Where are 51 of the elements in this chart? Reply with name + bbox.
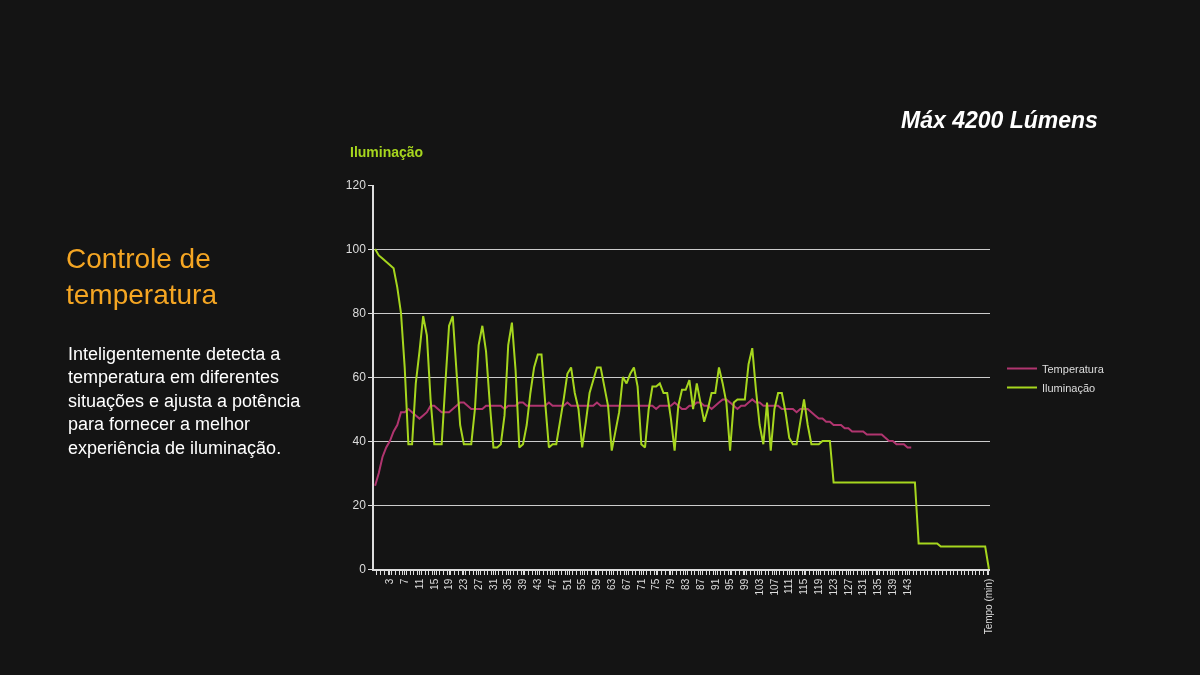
y-tick-label: 20 (352, 498, 367, 513)
x-tick-label: 39 (517, 578, 529, 590)
x-tick-label: 87 (694, 578, 706, 590)
x-tick-label: 3 (384, 578, 396, 585)
x-tick-label: 67 (620, 578, 632, 590)
x-tick-label: 35 (502, 578, 514, 590)
x-tick-label: 51 (561, 578, 573, 590)
x-tick-label: 83 (679, 578, 691, 590)
x-tick-label: 139 (887, 578, 899, 596)
y-tick-label: 40 (352, 434, 367, 449)
x-tick-label: 55 (576, 578, 588, 590)
x-tick-label: 119 (813, 578, 825, 595)
x-tick-label: 99 (739, 578, 751, 590)
x-tick-label: 111 (783, 578, 795, 594)
y-axis-title: Iluminação (350, 144, 424, 160)
x-tick-label: 71 (635, 578, 647, 590)
x-tick-label: 123 (827, 578, 839, 596)
x-tick-label: Tempo (min) (983, 578, 995, 635)
y-tick-label: 120 (345, 178, 367, 193)
y-tick-label: 60 (352, 370, 367, 385)
x-tick-label: 115 (798, 578, 810, 595)
x-tick-label: 59 (591, 578, 603, 590)
y-tick-label: 0 (359, 562, 367, 577)
x-tick-label: 131 (857, 578, 869, 596)
x-tick-label: 127 (842, 578, 854, 596)
x-tick-label: 27 (472, 578, 484, 590)
text: Controle de temperatura (66, 243, 218, 311)
x-tick-label: 7 (398, 578, 410, 585)
x-tick-label: 135 (872, 578, 884, 596)
x-tick-label: 23 (458, 578, 470, 590)
x-tick-label: 75 (650, 578, 662, 590)
text: Inteligentemente detecta a temperatura em diferentes situações e ajusta a potência para fornecer a melhor experiência de iluminação. (68, 344, 302, 458)
x-tick-label: 143 (901, 578, 913, 596)
x-tick-label: 79 (665, 578, 677, 590)
x-tick-label: 15 (428, 578, 440, 590)
x-tick-label: 103 (753, 578, 765, 596)
legend-label: Temperatura (1042, 362, 1105, 375)
y-tick-label: 100 (345, 242, 367, 257)
x-tick-label: 43 (532, 578, 544, 590)
x-tick-label: 19 (443, 578, 455, 590)
x-tick-label: 107 (768, 578, 780, 596)
legend-label: Iluminação (1042, 381, 1096, 394)
x-tick-label: 47 (546, 578, 558, 590)
x-tick-label: 95 (724, 578, 736, 590)
x-tick-label: 91 (709, 578, 721, 590)
x-tick-label: 31 (487, 578, 499, 590)
chart-subtitle: Máx 4200 Lúmens (901, 107, 1098, 133)
line-series (374, 398, 913, 487)
x-tick-label: 11 (413, 578, 425, 590)
y-tick-label: 80 (352, 306, 367, 321)
x-tick-label: 63 (606, 578, 617, 590)
